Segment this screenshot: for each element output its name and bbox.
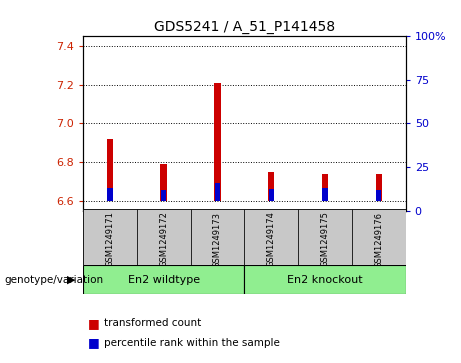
Bar xyxy=(83,265,244,294)
Bar xyxy=(160,164,167,201)
Text: GSM1249172: GSM1249172 xyxy=(159,212,168,268)
Text: GSM1249173: GSM1249173 xyxy=(213,212,222,268)
Text: En2 knockout: En2 knockout xyxy=(287,274,363,285)
Text: ■: ■ xyxy=(88,337,99,350)
Text: percentile rank within the sample: percentile rank within the sample xyxy=(104,338,280,348)
Text: ▶: ▶ xyxy=(67,274,76,285)
Bar xyxy=(214,83,221,201)
Bar xyxy=(376,174,382,201)
Bar xyxy=(376,191,381,201)
Bar xyxy=(268,189,274,201)
Bar xyxy=(190,209,244,265)
Bar xyxy=(215,183,220,201)
Bar xyxy=(83,209,137,265)
Text: GSM1249171: GSM1249171 xyxy=(106,212,114,268)
Text: genotype/variation: genotype/variation xyxy=(5,274,104,285)
Text: GSM1249174: GSM1249174 xyxy=(267,212,276,268)
Bar xyxy=(322,188,328,201)
Bar xyxy=(352,209,406,265)
Bar xyxy=(268,172,274,201)
Bar xyxy=(244,265,406,294)
Bar xyxy=(244,209,298,265)
Text: GSM1249176: GSM1249176 xyxy=(374,212,383,268)
Text: GSM1249175: GSM1249175 xyxy=(320,212,330,268)
Bar xyxy=(137,209,190,265)
Text: transformed count: transformed count xyxy=(104,318,201,328)
Bar xyxy=(322,174,328,201)
Text: ■: ■ xyxy=(88,317,99,330)
Title: GDS5241 / A_51_P141458: GDS5241 / A_51_P141458 xyxy=(154,20,335,34)
Bar xyxy=(298,209,352,265)
Bar xyxy=(106,139,113,201)
Bar xyxy=(107,188,112,201)
Bar xyxy=(161,191,166,201)
Text: En2 wildtype: En2 wildtype xyxy=(128,274,200,285)
